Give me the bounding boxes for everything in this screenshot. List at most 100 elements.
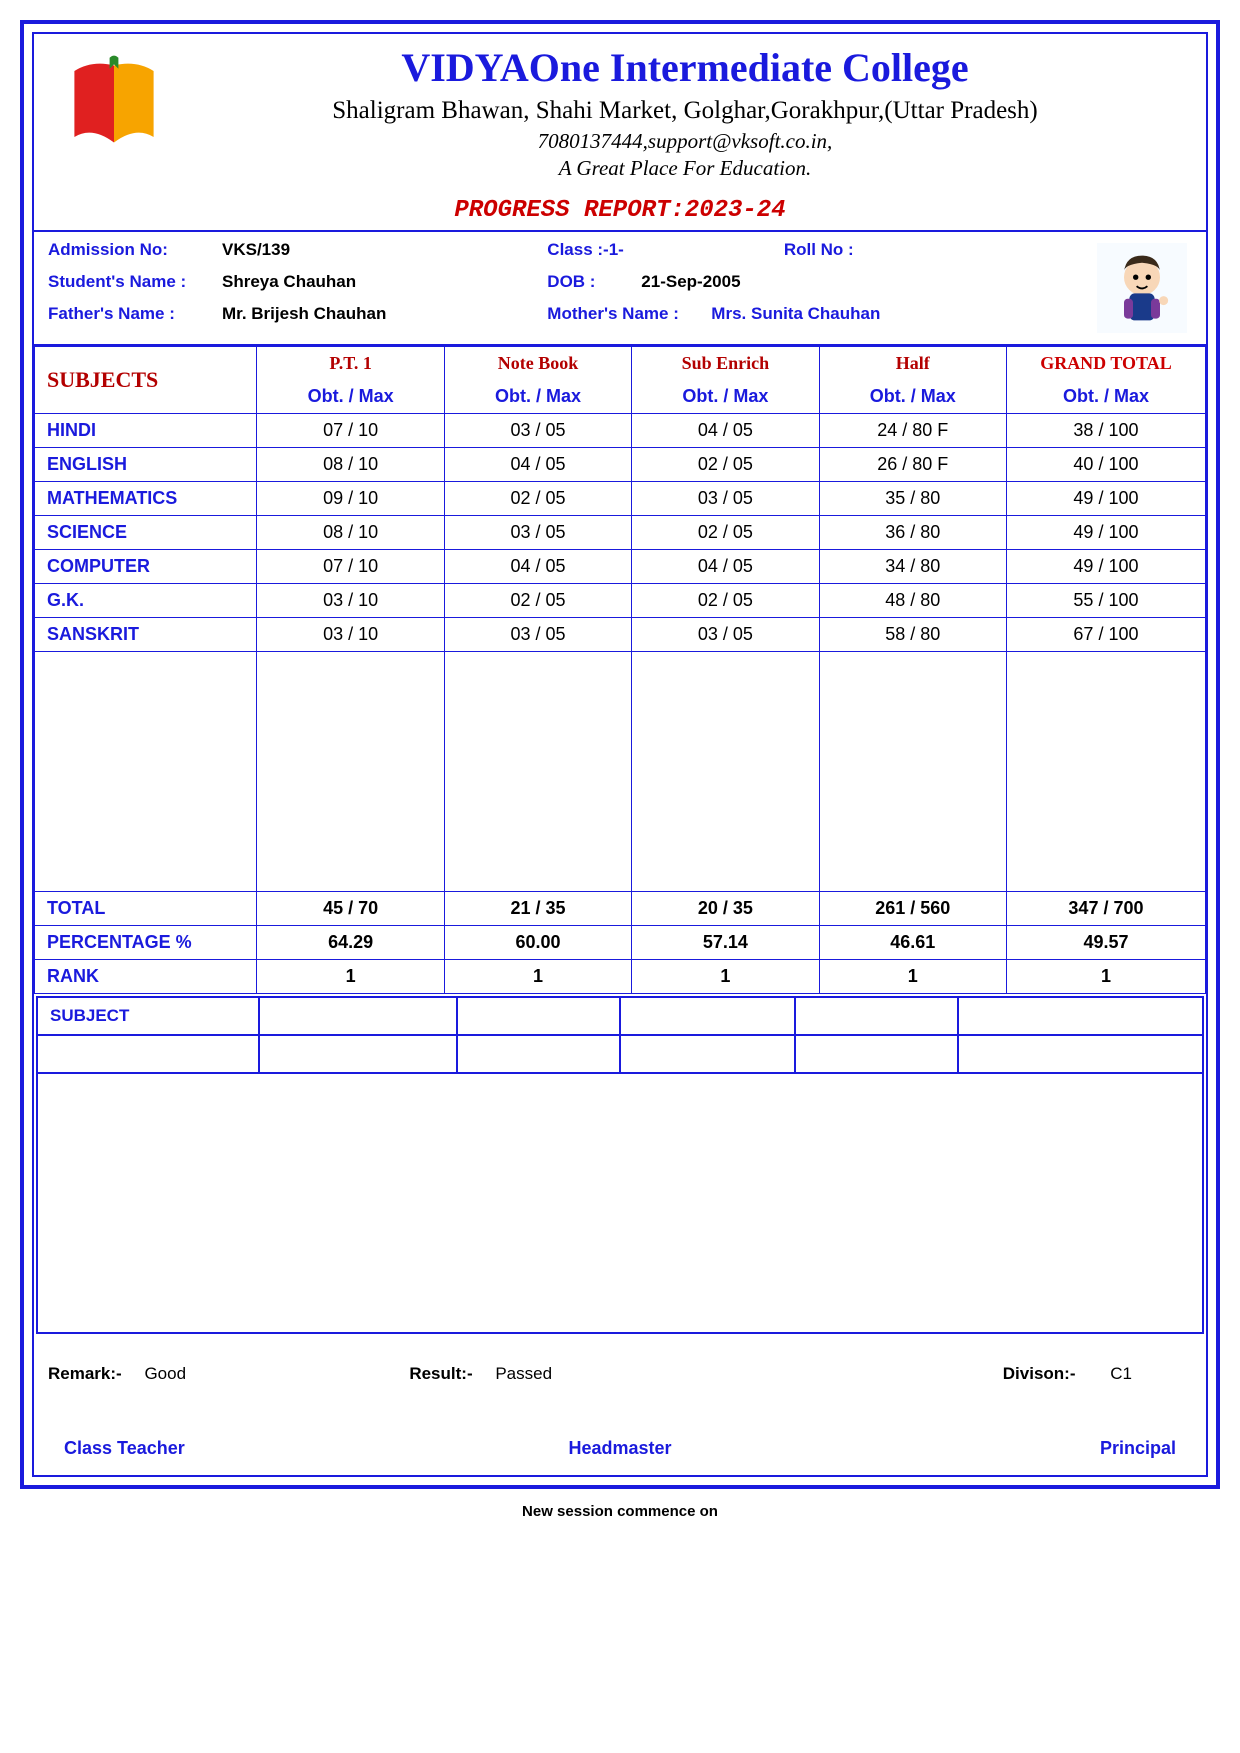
total-4: 347 / 700	[1006, 892, 1205, 926]
obt-1: Obt. / Max	[257, 380, 444, 414]
remark-value: Good	[144, 1364, 186, 1383]
marks-body: HINDI07 / 1003 / 0504 / 0524 / 80 F38 / …	[35, 414, 1206, 652]
total-2: 20 / 35	[632, 892, 819, 926]
subjects-header: SUBJECTS	[35, 347, 257, 414]
student-avatar-icon	[1092, 240, 1192, 336]
contact: 7080137444,support@vksoft.co.in,	[184, 129, 1186, 154]
extra-subject-label: SUBJECT	[37, 997, 259, 1035]
total: 49 / 100	[1006, 550, 1205, 584]
mother-label: Mother's Name :	[547, 304, 697, 324]
student-name-label: Student's Name :	[48, 272, 208, 292]
pt1: 09 / 10	[257, 482, 444, 516]
extra-r1c2	[457, 1035, 620, 1073]
se: 04 / 05	[632, 550, 819, 584]
obt-4: Obt. / Max	[819, 380, 1006, 414]
obt-3: Obt. / Max	[632, 380, 819, 414]
se: 02 / 05	[632, 516, 819, 550]
total-row: TOTAL 45 / 70 21 / 35 20 / 35 261 / 560 …	[35, 892, 1206, 926]
extra-r1c0	[37, 1035, 259, 1073]
sig-headmaster: Headmaster	[435, 1438, 806, 1459]
half: 34 / 80	[819, 550, 1006, 584]
student-name: Shreya Chauhan	[222, 272, 356, 292]
rank-row: RANK 1 1 1 1 1	[35, 960, 1206, 994]
subject-name: ENGLISH	[35, 448, 257, 482]
obt-2: Obt. / Max	[444, 380, 631, 414]
spacer-row	[35, 652, 1206, 892]
father-label: Father's Name :	[48, 304, 208, 324]
col-pt1: P.T. 1	[257, 347, 444, 381]
rank-4: 1	[1006, 960, 1205, 994]
se: 04 / 05	[632, 414, 819, 448]
total: 49 / 100	[1006, 516, 1205, 550]
subject-name: G.K.	[35, 584, 257, 618]
rank-3: 1	[819, 960, 1006, 994]
table-row: MATHEMATICS09 / 1002 / 0503 / 0535 / 804…	[35, 482, 1206, 516]
admission-no: VKS/139	[222, 240, 290, 260]
pt1: 03 / 10	[257, 584, 444, 618]
pt1: 07 / 10	[257, 414, 444, 448]
pct-label: PERCENTAGE %	[35, 926, 257, 960]
col-notebook: Note Book	[444, 347, 631, 381]
report-title: PROGRESS REPORT:2023-24	[34, 197, 1206, 232]
school-logo-icon	[44, 44, 184, 164]
pct-0: 64.29	[257, 926, 444, 960]
father-name: Mr. Brijesh Chauhan	[222, 304, 386, 324]
rank-2: 1	[632, 960, 819, 994]
half: 24 / 80 F	[819, 414, 1006, 448]
blank-area	[36, 1074, 1204, 1334]
se: 03 / 05	[632, 618, 819, 652]
extra-c2	[457, 997, 620, 1035]
marks-table: SUBJECTS P.T. 1 Note Book Sub Enrich Hal…	[34, 346, 1206, 994]
division-value: C1	[1110, 1364, 1132, 1383]
pct-1: 60.00	[444, 926, 631, 960]
nb: 03 / 05	[444, 516, 631, 550]
college-name: VIDYAOne Intermediate College	[184, 44, 1186, 91]
report-card: VIDYAOne Intermediate College Shaligram …	[20, 20, 1220, 1489]
header: VIDYAOne Intermediate College Shaligram …	[34, 34, 1206, 197]
extra-c5	[958, 997, 1203, 1035]
pct-4: 49.57	[1006, 926, 1205, 960]
half: 48 / 80	[819, 584, 1006, 618]
pct-2: 57.14	[632, 926, 819, 960]
pt1: 08 / 10	[257, 448, 444, 482]
extra-r1c1	[259, 1035, 457, 1073]
extra-r1c3	[620, 1035, 795, 1073]
obt-5: Obt. / Max	[1006, 380, 1205, 414]
pct-3: 46.61	[819, 926, 1006, 960]
subject-name: SANSKRIT	[35, 618, 257, 652]
half: 26 / 80 F	[819, 448, 1006, 482]
nb: 03 / 05	[444, 414, 631, 448]
student-info: Admission No: VKS/139 Student's Name : S…	[34, 232, 1206, 346]
rank-1: 1	[444, 960, 631, 994]
table-row: HINDI07 / 1003 / 0504 / 0524 / 80 F38 / …	[35, 414, 1206, 448]
total-1: 21 / 35	[444, 892, 631, 926]
roll-label: Roll No :	[784, 240, 854, 260]
col-grandtotal: GRAND TOTAL	[1006, 347, 1205, 381]
extra-c3	[620, 997, 795, 1035]
nb: 02 / 05	[444, 482, 631, 516]
header-text: VIDYAOne Intermediate College Shaligram …	[184, 44, 1186, 191]
info-mid: Class :-1- Roll No : DOB : 21-Sep-2005 M…	[547, 240, 1092, 336]
table-row: ENGLISH08 / 1004 / 0502 / 0526 / 80 F40 …	[35, 448, 1206, 482]
rank-label: RANK	[35, 960, 257, 994]
half: 58 / 80	[819, 618, 1006, 652]
result-label: Result:-	[409, 1364, 472, 1383]
class-label: Class :-1-	[547, 240, 624, 260]
extra-subject-table: SUBJECT	[36, 996, 1204, 1074]
subject-name: SCIENCE	[35, 516, 257, 550]
table-row: G.K.03 / 1002 / 0502 / 0548 / 8055 / 100	[35, 584, 1206, 618]
pt1: 03 / 10	[257, 618, 444, 652]
col-subenrich: Sub Enrich	[632, 347, 819, 381]
result-value: Passed	[495, 1364, 552, 1383]
remarks-row: Remark:- Good Result:- Passed Divison:- …	[34, 1334, 1206, 1394]
dob: 21-Sep-2005	[641, 272, 740, 292]
nb: 04 / 05	[444, 550, 631, 584]
extra-r1c5	[958, 1035, 1203, 1073]
extra-c1	[259, 997, 457, 1035]
col-half: Half	[819, 347, 1006, 381]
nb: 04 / 05	[444, 448, 631, 482]
division-label: Divison:-	[1003, 1364, 1076, 1383]
subject-name: MATHEMATICS	[35, 482, 257, 516]
table-row: SCIENCE08 / 1003 / 0502 / 0536 / 8049 / …	[35, 516, 1206, 550]
se: 03 / 05	[632, 482, 819, 516]
